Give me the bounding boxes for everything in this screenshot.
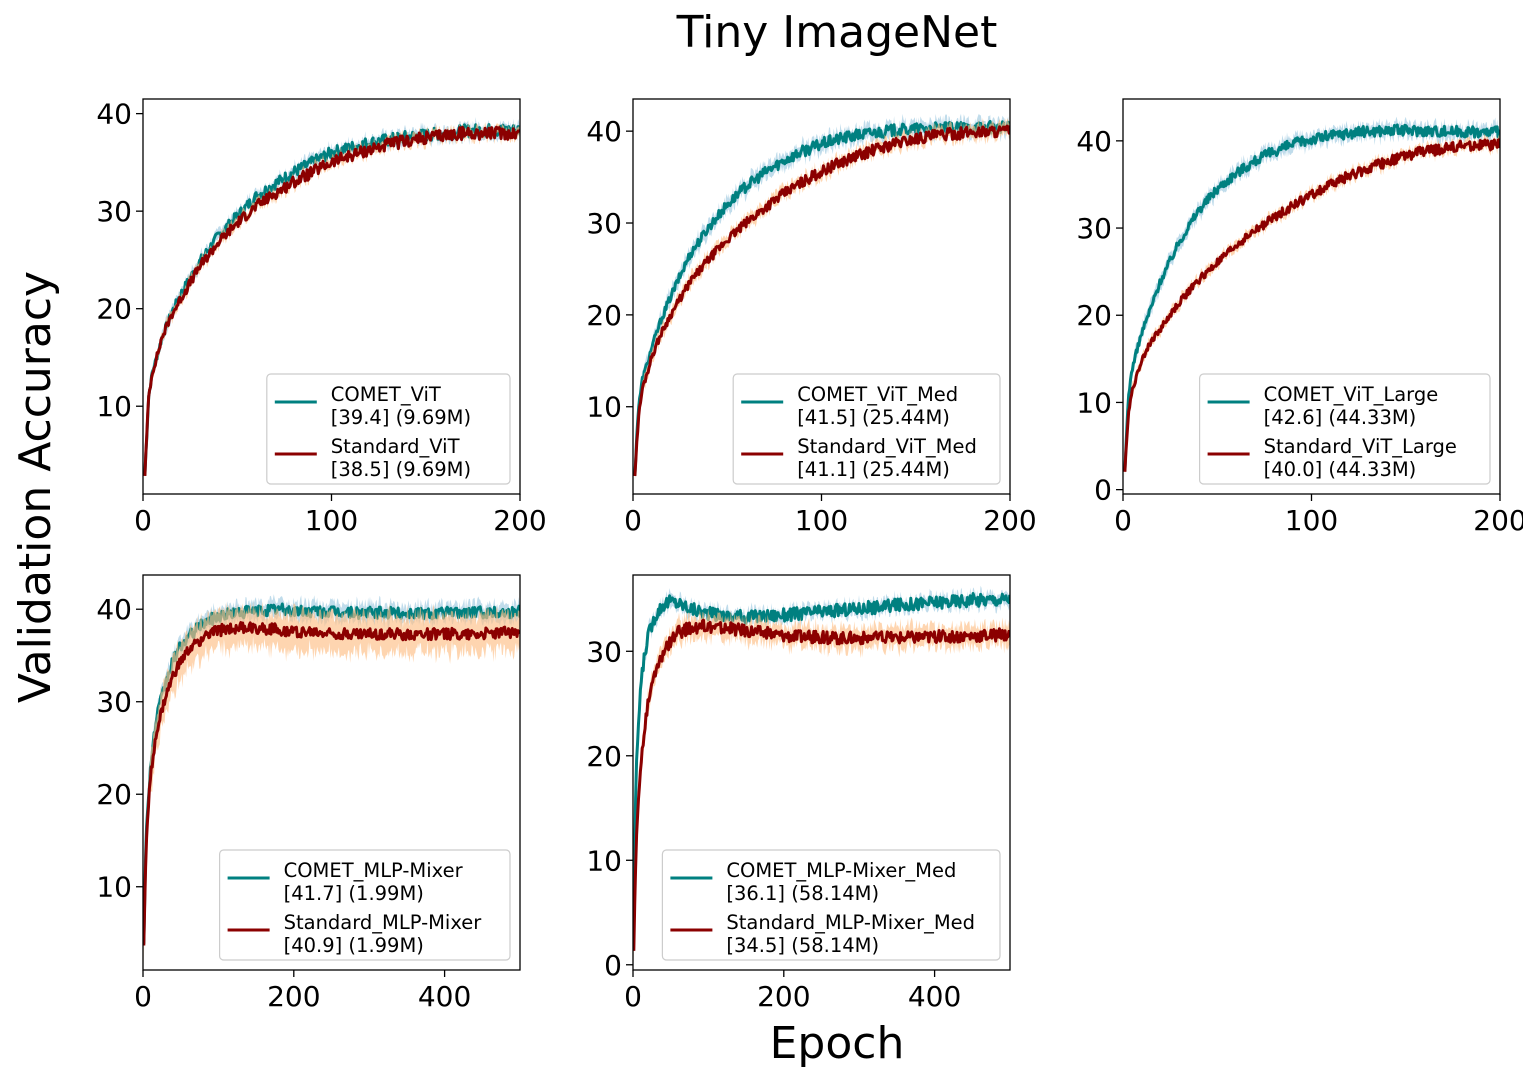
x-tick-label: 0 <box>1114 504 1132 537</box>
legend-box <box>219 849 511 961</box>
subplot-4: 0 200 400 10 20 30 40 COMET_MLP-Mixer[41.7] (1.… <box>96 574 521 1013</box>
y-tick-label: 30 <box>586 207 622 240</box>
y-tick-label: 40 <box>96 98 132 131</box>
series-line-standard_mlp-mixer_med <box>633 618 1010 951</box>
legend: COMET_ViT_Large[42.6] (44.33M) Standard_V… <box>1198 373 1491 485</box>
x-tick-label: 0 <box>624 504 642 537</box>
y-tick-label: 40 <box>586 115 622 148</box>
series-line-standard_vit_large <box>1123 138 1500 472</box>
plot-area <box>633 585 1010 963</box>
legend-detail: [34.5] (58.14M) <box>726 934 879 957</box>
y-tick-label: 30 <box>1076 212 1112 245</box>
x-tick-label: 200 <box>757 980 810 1013</box>
legend-detail: [40.9] (1.99M) <box>284 934 424 957</box>
legend: COMET_MLP-Mixer[41.7] (1.99M) Standard_ML… <box>219 849 511 961</box>
y-tick-label: 40 <box>1076 125 1112 158</box>
axes-frame <box>142 574 521 971</box>
y-tick-label: 10 <box>1076 386 1112 419</box>
subplot-5: 0 200 400 0 10 20 30 COMET_MLP-Mixer_Med[36.1] … <box>586 574 1011 1013</box>
legend-detail: [40.0] (44.33M) <box>1264 458 1417 481</box>
legend-label: Standard_MLP-Mixer_Med <box>726 911 975 934</box>
legend: COMET_ViT_Med[41.5] (25.44M) Standard_ViT… <box>732 373 1001 485</box>
series-line-standard_mlp-mixer <box>143 621 520 946</box>
legend-label: Standard_MLP-Mixer <box>284 911 483 934</box>
x-axis-label: Epoch <box>770 1018 905 1069</box>
subplot-1: 0 100 200 10 20 30 40 COMET_ViT[39.4] (9.69M) St… <box>96 98 546 537</box>
legend-label: Standard_ViT_Large <box>1264 435 1457 458</box>
series-line-comet_mlp-mixer_med <box>633 592 1010 914</box>
y-tick-label: 20 <box>96 778 132 811</box>
subplot-2: 0 100 200 10 20 30 40 COMET_ViT_Med[41.5] (25.4… <box>586 98 1037 537</box>
y-tick-label: 10 <box>586 844 622 877</box>
legend-detail: [41.5] (25.44M) <box>797 406 950 429</box>
legend-box <box>732 373 1001 485</box>
x-tick-label: 200 <box>1473 504 1523 537</box>
legend-label: COMET_ViT <box>331 383 441 406</box>
legend-label: COMET_MLP-Mixer_Med <box>726 859 956 882</box>
figure-title: Tiny ImageNet <box>676 7 998 58</box>
y-axis-label: Validation Accuracy <box>10 271 61 703</box>
legend-label: COMET_ViT_Med <box>797 383 958 406</box>
x-tick-label: 0 <box>134 980 152 1013</box>
legend-detail: [38.5] (9.69M) <box>331 458 471 481</box>
series-line-standard_vit_med <box>633 124 1010 477</box>
legend-box <box>266 373 511 485</box>
legend-label: Standard_ViT_Med <box>797 435 977 458</box>
x-tick-label: 400 <box>908 980 961 1013</box>
x-tick-label: 100 <box>305 504 358 537</box>
y-tick-label: 10 <box>586 391 622 424</box>
legend: COMET_MLP-Mixer_Med[36.1] (58.14M) Standa… <box>661 849 1001 961</box>
axes-frame <box>632 574 1011 971</box>
x-tick-label: 100 <box>1285 504 1338 537</box>
legend-label: COMET_MLP-Mixer <box>284 859 464 882</box>
legend-label: COMET_ViT_Large <box>1264 383 1439 406</box>
y-tick-label: 30 <box>96 686 132 719</box>
plot-area <box>143 594 520 965</box>
x-tick-label: 0 <box>134 504 152 537</box>
x-tick-label: 200 <box>493 504 546 537</box>
plot-area <box>633 113 1010 482</box>
plot-area <box>143 117 520 482</box>
legend-detail: [41.1] (25.44M) <box>797 458 950 481</box>
legend-box <box>1198 373 1491 485</box>
y-tick-label: 40 <box>96 593 132 626</box>
y-tick-label: 20 <box>1076 299 1112 332</box>
legend-label: Standard_ViT <box>331 435 460 458</box>
y-tick-label: 20 <box>586 740 622 773</box>
legend: COMET_ViT[39.4] (9.69M) Standard_ViT[38.5… <box>266 373 511 485</box>
x-tick-label: 0 <box>624 980 642 1013</box>
legend-detail: [41.7] (1.99M) <box>284 882 424 905</box>
y-tick-label: 10 <box>96 871 132 904</box>
x-tick-label: 100 <box>795 504 848 537</box>
plot-area <box>1123 116 1500 479</box>
legend-box <box>661 849 1001 961</box>
y-tick-label: 30 <box>96 195 132 228</box>
legend-detail: [39.4] (9.69M) <box>331 406 471 429</box>
subplot-3: 0 100 200 0 10 20 30 40 COMET_ViT_Large[42.6] (4… <box>1076 98 1523 537</box>
y-tick-label: 30 <box>586 635 622 668</box>
y-tick-label: 0 <box>604 949 622 982</box>
series-line-comet_vit_large <box>1123 123 1500 471</box>
y-tick-label: 20 <box>586 299 622 332</box>
x-tick-label: 200 <box>983 504 1036 537</box>
legend-detail: [42.6] (44.33M) <box>1264 406 1417 429</box>
y-tick-label: 0 <box>1094 474 1112 507</box>
series-line-standard_vit <box>143 125 520 476</box>
x-tick-label: 200 <box>267 980 320 1013</box>
x-tick-label: 400 <box>418 980 471 1013</box>
y-tick-label: 20 <box>96 293 132 326</box>
legend-detail: [36.1] (58.14M) <box>726 882 879 905</box>
y-tick-label: 10 <box>96 390 132 423</box>
